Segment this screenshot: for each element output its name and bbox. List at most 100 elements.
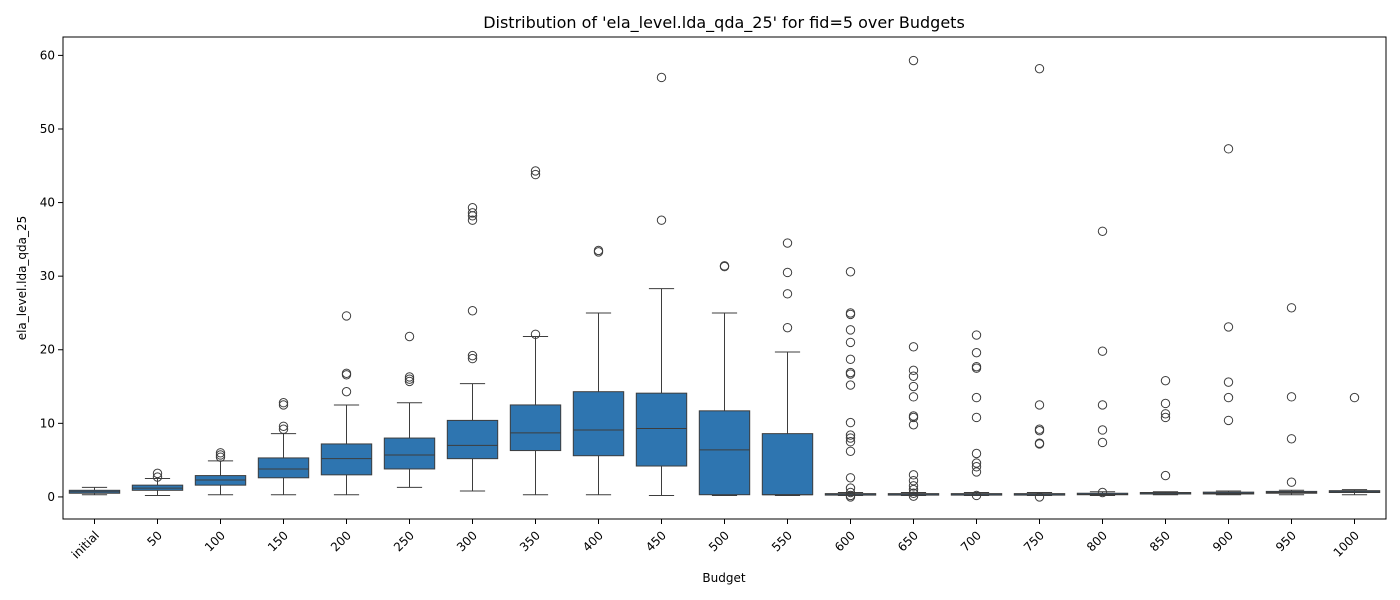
- outlier-point: [908, 491, 919, 501]
- outlier-point: [1097, 400, 1108, 410]
- x-tick-label: 950: [1273, 528, 1299, 554]
- outlier-point: [1034, 400, 1045, 410]
- outlier-point: [1223, 377, 1234, 387]
- y-tick-label: 30: [40, 269, 55, 283]
- outlier-point: [1034, 424, 1045, 434]
- outlier-point: [467, 350, 478, 361]
- plot-frame: [62, 36, 1387, 520]
- box-300: [446, 419, 499, 460]
- outlier-point: [1160, 398, 1171, 409]
- x-axis-title: Budget: [702, 571, 745, 585]
- outlier-point: [467, 208, 478, 218]
- box-450: [635, 392, 688, 467]
- outlier-point: [152, 472, 163, 482]
- outlier-point: [530, 169, 541, 180]
- x-tick-label: 450: [643, 528, 669, 554]
- box-350: [509, 404, 562, 452]
- outlier-point: [215, 450, 226, 460]
- outlier-point: [467, 306, 478, 316]
- y-tick-label: 10: [40, 416, 55, 430]
- outlier-point: [971, 462, 982, 472]
- outlier-point: [1034, 438, 1045, 448]
- x-tick-label: 350: [517, 528, 543, 554]
- outlier-point: [656, 72, 667, 83]
- outlier-point: [971, 412, 982, 423]
- outlier-point: [1097, 425, 1108, 435]
- outlier-point: [1034, 439, 1045, 449]
- x-tick-label: 150: [265, 528, 291, 554]
- plot-area: 0 10 20 30 40 50 60 initial 50 100 150 200 250 300 350…: [40, 36, 1387, 562]
- box-200: [320, 443, 373, 476]
- outlier-point: [278, 421, 289, 431]
- y-tick-label: 20: [40, 343, 55, 357]
- outlier-point: [908, 392, 919, 402]
- outlier-point: [908, 342, 919, 352]
- outlier-point: [845, 490, 856, 501]
- outlier-point: [593, 245, 604, 256]
- outlier-point: [845, 325, 856, 335]
- x-tick-label: 200: [328, 528, 354, 554]
- outlier-point: [845, 437, 856, 447]
- outlier-point: [845, 267, 856, 277]
- outlier-point: [1160, 470, 1171, 481]
- outlier-point: [1097, 487, 1108, 498]
- outlier-point: [530, 329, 541, 339]
- x-tick-label: 900: [1210, 528, 1236, 554]
- outlier-point: [971, 448, 982, 459]
- outlier-point: [215, 448, 226, 458]
- outlier-point: [404, 331, 415, 342]
- x-tick-label: 650: [895, 528, 921, 554]
- x-tick-label: 700: [958, 528, 984, 554]
- outlier-point: [782, 289, 793, 299]
- outlier-point: [341, 368, 352, 378]
- outlier-point: [341, 311, 352, 321]
- outlier-point: [908, 488, 919, 498]
- outlier-point: [1097, 226, 1108, 236]
- outlier-point: [971, 330, 982, 340]
- outlier-point: [1223, 415, 1234, 426]
- outlier-point: [656, 215, 667, 225]
- outlier-point: [908, 411, 919, 421]
- y-tick-label: 60: [40, 48, 55, 62]
- outlier-point: [1160, 412, 1171, 423]
- outlier-point: [1160, 409, 1171, 419]
- box-250: [383, 437, 436, 470]
- x-tick-label: 250: [391, 528, 417, 554]
- outlier-point: [278, 400, 289, 410]
- x-tick-label: 50: [144, 528, 165, 549]
- x-tick-label: 100: [202, 528, 228, 554]
- outlier-point: [782, 322, 793, 333]
- outlier-point: [908, 470, 919, 480]
- outlier-point: [215, 452, 226, 462]
- outlier-point: [908, 371, 919, 381]
- outlier-point: [1097, 346, 1108, 356]
- box-400: [572, 391, 625, 457]
- outlier-point: [908, 481, 919, 491]
- outlier-point: [782, 238, 793, 248]
- outlier-point: [404, 374, 415, 384]
- x-tick-label: 750: [1021, 528, 1047, 554]
- outlier-point: [404, 372, 415, 382]
- outlier-point: [845, 446, 856, 456]
- y-tick-label: 50: [40, 122, 55, 136]
- outlier-point: [845, 367, 856, 378]
- outlier-point: [1223, 392, 1234, 403]
- outlier-point: [908, 381, 919, 392]
- outlier-point: [971, 490, 982, 501]
- x-tick-label: initial: [69, 528, 102, 561]
- x-tick-label: 850: [1147, 528, 1173, 554]
- outlier-point: [971, 467, 982, 477]
- outlier-point: [530, 166, 541, 176]
- outlier-point: [1097, 437, 1108, 448]
- y-axis-title: ela_level.lda_qda_25: [15, 216, 29, 341]
- outlier-point: [845, 433, 856, 443]
- x-tick-label: 600: [832, 528, 858, 554]
- outlier-point: [404, 376, 415, 387]
- y-tick-label: 40: [40, 196, 55, 210]
- outlier-point: [467, 203, 478, 213]
- outlier-point: [782, 267, 793, 278]
- outlier-point: [1286, 392, 1297, 402]
- x-tick-label: 300: [454, 528, 480, 554]
- outlier-point: [971, 361, 982, 372]
